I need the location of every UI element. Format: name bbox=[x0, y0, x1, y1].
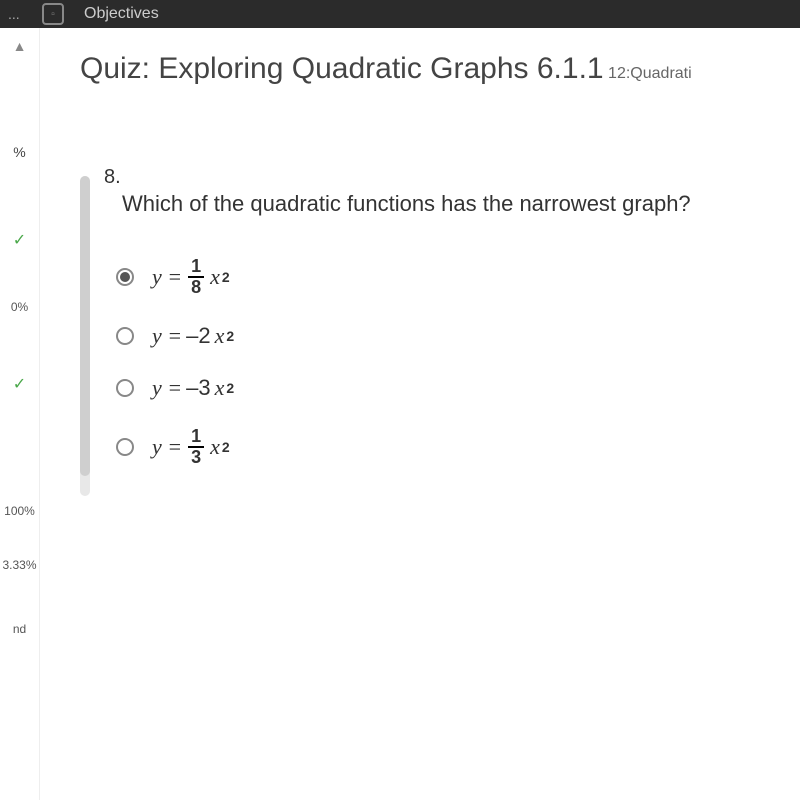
numerator: 1 bbox=[188, 427, 204, 446]
sidebar-item-100pct: 100% bbox=[4, 504, 35, 518]
sidebar: ▲ % ✓ 0% ✓ 100% 3.33% nd bbox=[0, 28, 40, 800]
question-wrap: 8. Which of the quadratic functions has … bbox=[80, 166, 800, 496]
option-2-math: y = –2x2 bbox=[152, 323, 234, 349]
coef: –3 bbox=[186, 375, 210, 401]
radio-icon[interactable] bbox=[116, 327, 134, 345]
check-icon: ✓ bbox=[13, 230, 26, 250]
denominator: 3 bbox=[188, 446, 204, 467]
exponent: 2 bbox=[222, 439, 230, 455]
question: 8. Which of the quadratic functions has … bbox=[104, 166, 800, 493]
math-var: x bbox=[215, 323, 225, 349]
math-prefix: y = bbox=[152, 323, 182, 349]
objectives-label[interactable]: Objectives bbox=[74, 5, 159, 23]
scrollbar[interactable] bbox=[80, 176, 90, 496]
top-bar: ... ▫ Objectives bbox=[0, 0, 800, 28]
fraction: 1 8 bbox=[188, 257, 204, 297]
option-1-math: y = 1 8 x2 bbox=[152, 257, 230, 297]
coef: –2 bbox=[186, 323, 210, 349]
exponent: 2 bbox=[226, 380, 234, 396]
denominator: 8 bbox=[188, 276, 204, 297]
sidebar-item-0pct: 0% bbox=[11, 300, 28, 314]
math-prefix: y = bbox=[152, 434, 182, 460]
math-prefix: y = bbox=[152, 375, 182, 401]
exponent: 2 bbox=[222, 269, 230, 285]
math-var: x bbox=[210, 434, 220, 460]
title-main: Exploring Quadratic Graphs 6.1.1 bbox=[158, 52, 603, 85]
radio-icon[interactable] bbox=[116, 379, 134, 397]
radio-icon[interactable] bbox=[116, 438, 134, 456]
numerator: 1 bbox=[188, 257, 204, 276]
option-4-math: y = 1 3 x2 bbox=[152, 427, 230, 467]
option-3-math: y = –3x2 bbox=[152, 375, 234, 401]
objectives-icon[interactable]: ▫ bbox=[42, 3, 64, 25]
sidebar-item-3pct: 3.33% bbox=[2, 558, 36, 572]
option-2[interactable]: y = –2x2 bbox=[116, 323, 790, 349]
layout: ▲ % ✓ 0% ✓ 100% 3.33% nd Quiz: Exploring… bbox=[0, 28, 800, 800]
option-3[interactable]: y = –3x2 bbox=[116, 375, 790, 401]
math-prefix: y = bbox=[152, 264, 182, 290]
check-icon: ✓ bbox=[13, 374, 26, 394]
option-4[interactable]: y = 1 3 x2 bbox=[116, 427, 790, 467]
scrollbar-thumb[interactable] bbox=[80, 176, 90, 476]
exponent: 2 bbox=[226, 328, 234, 344]
main-content: Quiz: Exploring Quadratic Graphs 6.1.1 1… bbox=[40, 28, 800, 800]
title-context: 12:Quadrati bbox=[604, 65, 692, 82]
question-text: Which of the quadratic functions has the… bbox=[104, 191, 790, 217]
radio-icon[interactable] bbox=[116, 268, 134, 286]
sidebar-item-percent: % bbox=[13, 144, 25, 160]
math-var: x bbox=[215, 375, 225, 401]
sidebar-item-nd: nd bbox=[13, 622, 26, 636]
more-icon[interactable]: ... bbox=[8, 6, 32, 22]
question-number: 8. bbox=[104, 166, 790, 189]
option-1[interactable]: y = 1 8 x2 bbox=[116, 257, 790, 297]
math-var: x bbox=[210, 264, 220, 290]
scroll-up-arrow-icon[interactable]: ▲ bbox=[13, 38, 27, 54]
title-prefix: Quiz: bbox=[80, 52, 158, 85]
fraction: 1 3 bbox=[188, 427, 204, 467]
quiz-title: Quiz: Exploring Quadratic Graphs 6.1.1 1… bbox=[80, 52, 800, 86]
